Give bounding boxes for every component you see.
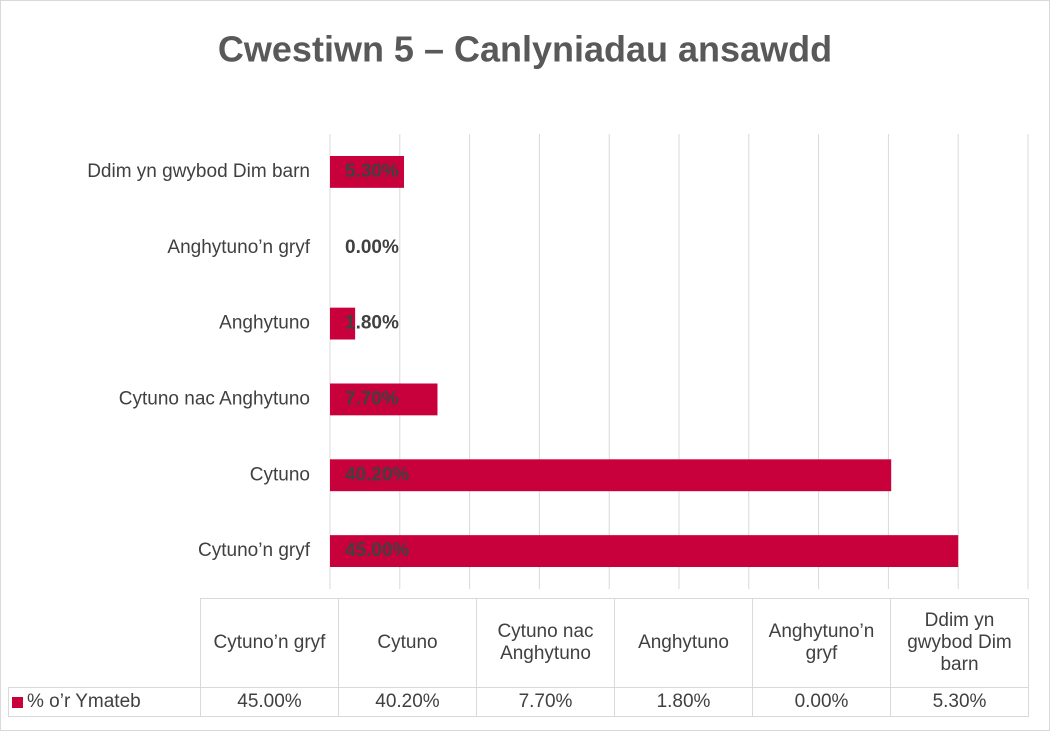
y-tick-label: Anghytuno: [219, 313, 310, 334]
table-header: Anghytuno: [614, 598, 753, 688]
bar: [330, 535, 959, 568]
table-header: Cytuno: [338, 598, 477, 688]
y-tick-label: Cytuno: [250, 464, 310, 485]
table-value: 45.00%: [200, 687, 339, 717]
y-tick-label: Cytuno’n gryf: [198, 540, 311, 561]
table-value: 40.20%: [338, 687, 477, 717]
y-tick-label: Cytuno nac Anghytuno: [119, 388, 310, 409]
data-label: 5.30%: [345, 161, 399, 182]
table-value: 7.70%: [476, 687, 615, 717]
data-label: 45.00%: [345, 540, 410, 561]
data-label: 7.70%: [345, 388, 399, 409]
chart-title: Cwestiwn 5 – Canlyniadau ansawdd: [218, 29, 832, 70]
table-header: Ddim yn gwybod Dim barn: [890, 598, 1029, 688]
table-header: Anghytuno’n gryf: [752, 598, 891, 688]
data-label: 1.80%: [345, 313, 399, 334]
bar: [330, 155, 404, 188]
y-tick-label: Anghytuno’n gryf: [167, 237, 310, 258]
data-label: 0.00%: [345, 237, 399, 258]
table-header: Cytuno nac Anghytuno: [476, 598, 615, 688]
bar: [330, 307, 356, 340]
bar: [330, 383, 438, 416]
table-value: 5.30%: [890, 687, 1029, 717]
legend-label: % o’r Ymateb: [27, 691, 141, 712]
bar: [330, 459, 892, 492]
legend-swatch: [12, 696, 23, 708]
table-header: Cytuno’n gryf: [200, 598, 339, 688]
data-label: 40.20%: [345, 464, 410, 485]
legend-cell: % o’r Ymateb: [8, 687, 201, 717]
table-value: 0.00%: [752, 687, 891, 717]
y-tick-label: Ddim yn gwybod Dim barn: [87, 161, 310, 182]
table-value: 1.80%: [614, 687, 753, 717]
